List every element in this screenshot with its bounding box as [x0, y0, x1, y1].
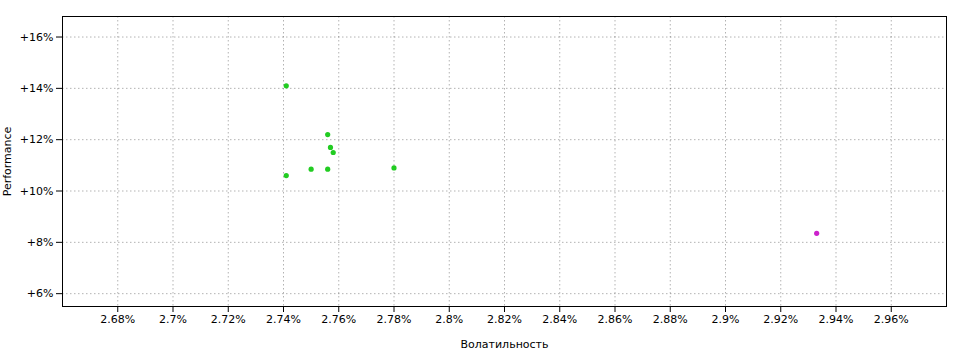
svg-text:2.72%: 2.72% [211, 313, 246, 326]
svg-text:+14%: +14% [20, 82, 54, 95]
svg-text:2.8%: 2.8% [435, 313, 463, 326]
svg-text:+10%: +10% [20, 185, 54, 198]
svg-text:2.76%: 2.76% [321, 313, 356, 326]
svg-text:+12%: +12% [20, 133, 54, 146]
svg-text:2.94%: 2.94% [819, 313, 854, 326]
svg-text:+16%: +16% [20, 31, 54, 44]
svg-text:2.86%: 2.86% [598, 313, 633, 326]
svg-text:2.84%: 2.84% [542, 313, 577, 326]
svg-text:2.7%: 2.7% [159, 313, 187, 326]
svg-text:2.74%: 2.74% [266, 313, 301, 326]
svg-text:2.88%: 2.88% [653, 313, 688, 326]
svg-text:+8%: +8% [27, 236, 54, 249]
svg-text:2.78%: 2.78% [377, 313, 412, 326]
svg-text:Волатильность: Волатильность [461, 338, 549, 350]
svg-text:2.82%: 2.82% [487, 313, 522, 326]
svg-text:+6%: +6% [27, 287, 54, 300]
svg-text:2.92%: 2.92% [763, 313, 798, 326]
svg-text:2.68%: 2.68% [100, 313, 135, 326]
svg-text:Performance: Performance [1, 126, 14, 196]
svg-text:2.96%: 2.96% [874, 313, 909, 326]
svg-text:2.9%: 2.9% [712, 313, 740, 326]
